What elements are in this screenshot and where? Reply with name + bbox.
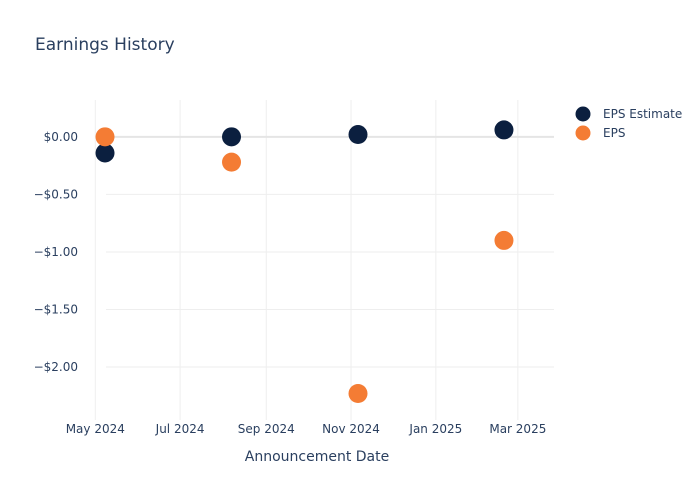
series-0-points (95, 120, 514, 163)
x-tick-label: Mar 2025 (489, 422, 546, 436)
legend-item[interactable]: EPS Estimate (575, 106, 683, 122)
x-tick-label: Sep 2024 (238, 422, 295, 436)
data-point[interactable] (494, 120, 514, 140)
grid-layer (94, 100, 554, 420)
y-axis-ticks: $0.00 −$0.50 −$1.00 −$1.50 −$2.00 (34, 130, 78, 374)
y-tick-label: −$1.50 (34, 302, 78, 316)
series-1-points (95, 127, 514, 404)
y-tick-label: −$0.50 (34, 187, 78, 201)
y-tick-label: −$1.00 (34, 245, 78, 259)
x-tick-label: May 2024 (66, 422, 125, 436)
legend-item[interactable]: EPS (575, 125, 626, 141)
y-tick-label: −$2.00 (34, 360, 78, 374)
chart-title: Earnings History (35, 35, 175, 55)
data-point[interactable] (348, 125, 368, 145)
x-axis-title: Announcement Date (245, 449, 389, 465)
legend[interactable]: EPS Estimate EPS (575, 106, 683, 141)
data-points (95, 120, 514, 404)
data-point[interactable] (95, 143, 115, 163)
x-tick-label: Jan 2025 (408, 422, 462, 436)
x-tick-label: Jul 2024 (155, 422, 205, 436)
legend-marker (575, 106, 591, 122)
legend-label: EPS (603, 126, 625, 140)
data-point[interactable] (494, 230, 514, 250)
legend-label: EPS Estimate (603, 107, 682, 121)
data-point[interactable] (95, 127, 115, 147)
x-tick-label: Nov 2024 (322, 422, 380, 436)
x-axis-ticks: May 2024 Jul 2024 Sep 2024 Nov 2024 Jan 2025… (66, 422, 547, 436)
data-point[interactable] (348, 384, 368, 404)
legend-marker (575, 125, 591, 141)
y-tick-label: $0.00 (44, 130, 78, 144)
data-point[interactable] (222, 127, 242, 147)
data-point[interactable] (222, 152, 242, 172)
